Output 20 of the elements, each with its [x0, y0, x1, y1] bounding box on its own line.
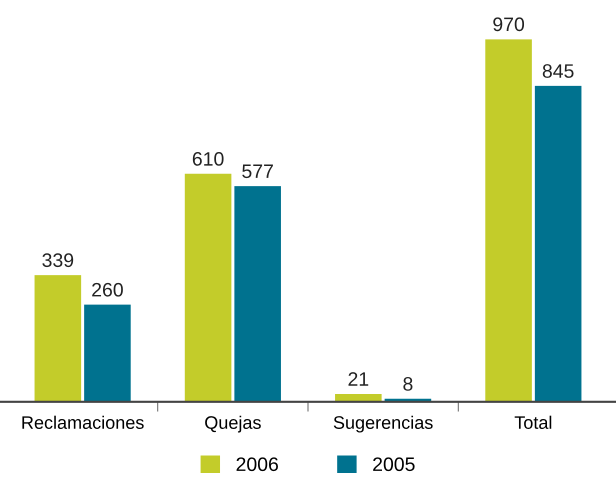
bar — [234, 186, 281, 402]
x-tick-label: Total — [514, 416, 552, 429]
bar — [34, 275, 82, 402]
data-label: 21 — [348, 372, 368, 386]
x-tick-label: Quejas — [205, 416, 261, 433]
legend-label: 2006 — [236, 457, 278, 472]
bar — [84, 304, 131, 402]
data-label: 970 — [493, 17, 524, 32]
x-tick-label: Sugerencias — [334, 416, 433, 433]
bar — [485, 39, 532, 402]
legend-label: 2005 — [373, 457, 415, 472]
bar — [534, 86, 582, 402]
bar — [184, 174, 232, 402]
data-label: 260 — [92, 282, 123, 297]
data-label: 339 — [42, 253, 74, 268]
data-label: 8 — [403, 377, 412, 391]
data-label: 845 — [542, 64, 574, 78]
data-label: 577 — [242, 164, 273, 178]
x-tick-label: Reclamaciones — [22, 416, 144, 429]
data-label: 610 — [192, 152, 224, 166]
